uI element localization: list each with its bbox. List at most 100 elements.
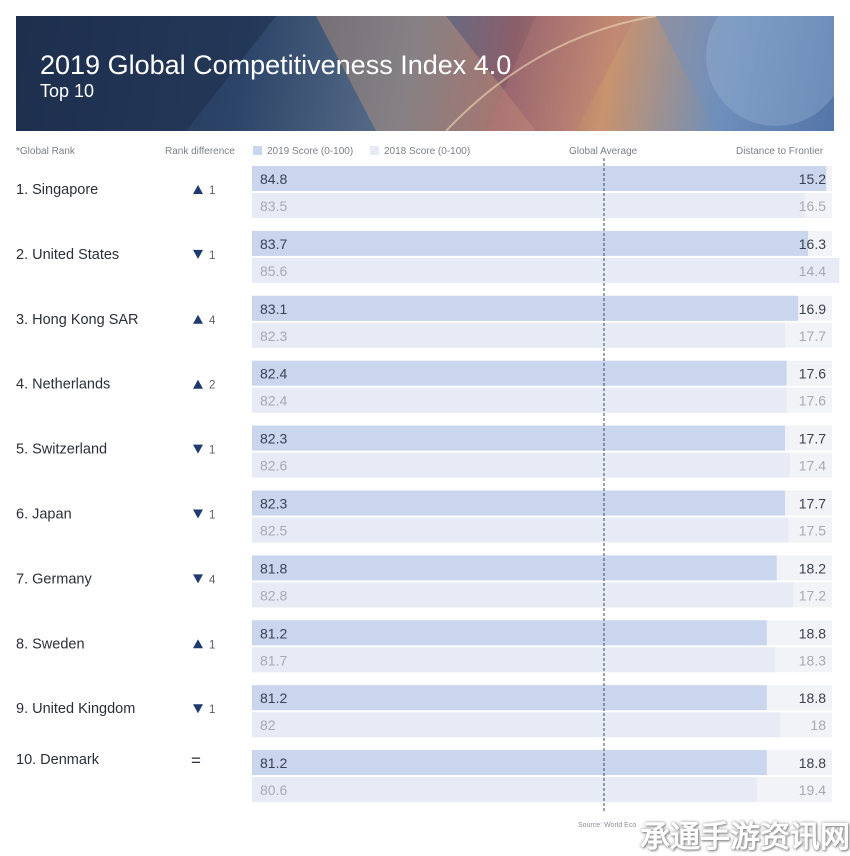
bar-2018 — [252, 322, 785, 348]
rank-change-value: 4 — [209, 574, 216, 586]
bar-2019 — [252, 360, 787, 386]
bar-2018 — [252, 647, 776, 673]
bar-2018 — [252, 257, 840, 283]
distance-2018-label: 17.6 — [799, 393, 826, 409]
legend-2019-swatch — [253, 146, 262, 155]
distance-2018-label: 18 — [810, 717, 826, 733]
page-title: 2019 Global Competitiveness Index 4.0 — [40, 50, 512, 80]
score-2019-label: 83.1 — [260, 301, 287, 317]
bar-2019 — [252, 166, 827, 191]
distance-frontier-header: Distance to Frontier — [736, 146, 824, 157]
rank-change-value: 1 — [209, 510, 215, 522]
score-2018-label: 82.4 — [260, 393, 287, 409]
bar-2019 — [252, 750, 767, 776]
global-rank-header: *Global Rank — [16, 146, 75, 157]
distance-2018-label: 17.5 — [799, 523, 826, 539]
legend-2018-label: 2018 Score (0-100) — [384, 146, 471, 157]
page-subtitle: Top 10 — [40, 81, 95, 101]
distance-2018-label: 18.3 — [799, 652, 826, 668]
score-2018-label: 82 — [260, 717, 276, 733]
global-average-header: Global Average — [569, 146, 638, 157]
bar-2019 — [252, 295, 799, 321]
bar-2018 — [252, 387, 787, 413]
score-2018-label: 82.3 — [260, 328, 287, 344]
score-2018-label: 82.6 — [260, 458, 287, 474]
bar-2018 — [252, 712, 780, 738]
distance-2019-label: 16.9 — [799, 301, 826, 317]
distance-2018-label: 19.4 — [799, 782, 826, 798]
header-banner — [16, 16, 834, 131]
rank-down-icon — [193, 509, 203, 519]
country-label: 5. Switzerland — [16, 442, 107, 458]
rank-change-value: 1 — [209, 250, 215, 262]
distance-2018-label: 17.2 — [799, 587, 826, 603]
score-2019-label: 82.4 — [260, 366, 287, 382]
rank-up-icon — [193, 314, 203, 324]
country-label: 7. Germany — [16, 571, 92, 587]
score-2018-label: 82.8 — [260, 587, 287, 603]
bar-2018 — [252, 193, 805, 218]
rank-down-icon — [193, 704, 203, 714]
distance-2018-label: 16.5 — [799, 198, 826, 214]
distance-2018-label: 17.7 — [799, 328, 826, 344]
score-2018-label: 80.6 — [260, 782, 287, 798]
bar-2019 — [252, 230, 809, 256]
distance-2019-label: 18.8 — [799, 625, 826, 641]
score-2019-label: 81.2 — [260, 625, 287, 641]
distance-2019-label: 16.3 — [799, 236, 826, 252]
bar-2018 — [252, 452, 790, 478]
legend-2018: 2018 Score (0-100) — [370, 146, 470, 157]
legend-2019-label: 2019 Score (0-100) — [267, 146, 354, 157]
rank-change-value: 1 — [209, 185, 215, 197]
distance-2019-label: 17.7 — [799, 431, 826, 447]
score-2018-label: 85.6 — [260, 263, 287, 279]
distance-2018-label: 17.4 — [799, 458, 826, 474]
rank-difference-header: Rank difference — [165, 146, 235, 157]
country-label: 8. Sweden — [16, 636, 85, 652]
bar-2018 — [252, 517, 789, 543]
source-note: Source: World Eco — [578, 822, 637, 829]
score-2019-label: 81.2 — [260, 690, 287, 706]
country-label: 10. Denmark — [16, 752, 100, 768]
distance-2018-label: 14.4 — [799, 263, 826, 279]
score-2019-label: 82.3 — [260, 431, 287, 447]
rank-change-value: 1 — [209, 639, 215, 651]
rank-up-icon — [193, 639, 203, 649]
country-label: 1. Singapore — [16, 182, 98, 198]
rank-change-value: 4 — [209, 315, 216, 327]
bar-2018 — [252, 582, 794, 608]
rank-equal-label: = — [191, 751, 201, 770]
score-2018-label: 81.7 — [260, 652, 287, 668]
legend-2018-swatch — [370, 146, 379, 155]
bar-2018 — [252, 777, 757, 803]
distance-2019-label: 17.7 — [799, 496, 826, 512]
country-label: 3. Hong Kong SAR — [16, 312, 139, 328]
country-label: 9. United Kingdom — [16, 701, 135, 717]
banner-artwork — [16, 16, 834, 131]
bar-2019 — [252, 620, 767, 646]
distance-2019-label: 18.8 — [799, 690, 826, 706]
score-2018-label: 83.5 — [260, 198, 287, 214]
score-2019-label: 82.3 — [260, 496, 287, 512]
watermark: 承通手游资讯网 — [640, 820, 850, 855]
distance-2019-label: 15.2 — [799, 171, 826, 187]
score-2018-label: 82.5 — [260, 523, 287, 539]
distance-2019-label: 18.8 — [799, 755, 826, 771]
country-label: 4. Netherlands — [16, 377, 110, 393]
rank-up-icon — [193, 379, 203, 389]
rank-down-icon — [193, 444, 203, 454]
score-2019-label: 83.7 — [260, 236, 287, 252]
rank-up-icon — [193, 185, 203, 194]
legend-2019: 2019 Score (0-100) — [253, 146, 353, 157]
rank-down-icon — [193, 574, 203, 584]
bar-2019 — [252, 490, 785, 516]
distance-2019-label: 17.6 — [799, 366, 826, 382]
bar-2019 — [252, 685, 767, 711]
rank-change-value: 1 — [209, 445, 215, 457]
bar-2019 — [252, 555, 777, 581]
rank-down-icon — [193, 249, 203, 259]
score-2019-label: 81.2 — [260, 755, 287, 771]
distance-2019-label: 18.2 — [799, 560, 826, 576]
score-2019-label: 84.8 — [260, 171, 287, 187]
